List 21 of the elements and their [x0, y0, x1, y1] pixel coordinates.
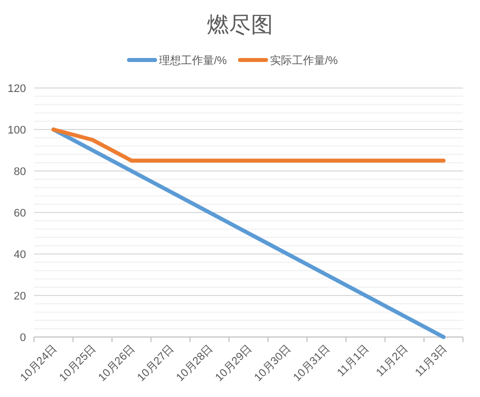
x-tick-label: 10月28日: [174, 342, 216, 384]
chart-title: 燃尽图: [207, 12, 273, 37]
x-tick-label: 10月30日: [252, 342, 294, 384]
x-tick-label: 10月25日: [57, 342, 99, 384]
x-tick-label: 10月29日: [213, 342, 255, 384]
x-tick-label: 11月1日: [335, 342, 372, 380]
x-tick-label: 10月27日: [135, 342, 177, 384]
x-tick-label: 10月24日: [18, 342, 60, 384]
legend-label: 理想工作量/%: [159, 54, 228, 67]
x-tick-label: 10月31日: [291, 342, 333, 384]
y-tick-label: 100: [8, 124, 26, 136]
x-tick-label: 11月3日: [413, 342, 450, 380]
y-tick-label: 60: [14, 208, 26, 220]
x-tick-label: 10月26日: [96, 342, 138, 384]
y-tick-label: 20: [14, 290, 26, 302]
y-tick-label: 120: [8, 83, 26, 95]
y-tick-label: 0: [20, 332, 26, 344]
y-tick-label: 80: [14, 166, 26, 178]
x-tick-label: 11月2日: [374, 342, 411, 380]
y-tick-label: 40: [14, 249, 26, 261]
legend-label: 实际工作量/%: [270, 54, 338, 67]
